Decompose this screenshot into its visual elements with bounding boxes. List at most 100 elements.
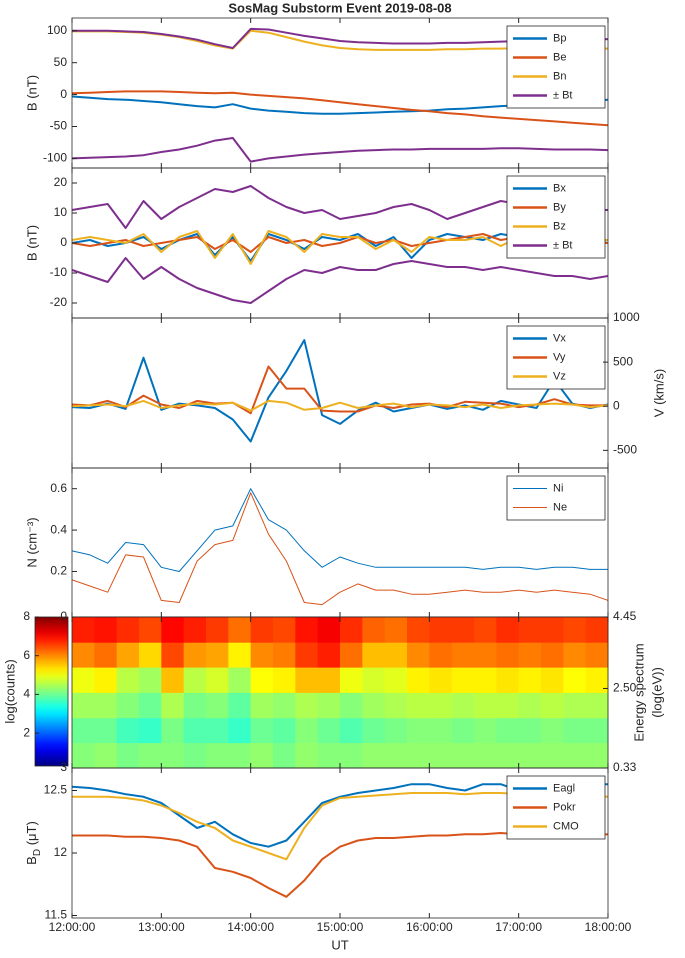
heat-cell (183, 617, 207, 643)
heat-cell (206, 617, 229, 643)
y-axis-label: BD (μT) (24, 821, 42, 865)
heat-cell (273, 642, 296, 668)
heat-cell (116, 742, 140, 769)
y2-tick-label: 4.45 (613, 609, 637, 623)
y-axis-label: B (nT) (24, 225, 39, 261)
legend-label: ± Bt (553, 89, 573, 101)
y-tick-label: -500 (613, 443, 637, 457)
heat-cell (362, 667, 386, 693)
heat-cell (407, 642, 430, 668)
heat-cell (116, 717, 140, 744)
heat-cell (273, 692, 296, 719)
heat-cell (295, 617, 319, 643)
heat-cell (541, 692, 564, 719)
heat-cell (250, 642, 274, 668)
heat-cell (72, 667, 95, 693)
heat-cell (429, 742, 453, 769)
y-tick-label: 12.5 (44, 783, 68, 797)
legend-label: Be (553, 51, 566, 63)
heat-cell (72, 617, 95, 643)
heat-cell (295, 642, 319, 668)
heat-cell (474, 617, 497, 643)
x-axis-label: UT (331, 937, 348, 952)
heat-cell (429, 617, 453, 643)
y-tick-label: 0 (60, 87, 67, 101)
heat-cell (496, 667, 520, 693)
heat-cell (317, 617, 341, 643)
heat-cell (541, 642, 564, 668)
x-tick-label: 13:00:00 (138, 920, 185, 934)
heat-cell (451, 692, 475, 719)
y-tick-label: 20 (54, 175, 68, 189)
heat-cell (139, 642, 162, 668)
heat-cell (295, 667, 319, 693)
heat-cell (317, 717, 341, 744)
series-line (72, 137, 608, 163)
heat-cell (541, 717, 564, 744)
legend-label: Bx (553, 182, 566, 194)
chart-title: SosMag Substorm Event 2019-08-08 (228, 0, 451, 15)
heat-cell (183, 717, 207, 744)
heat-cell (407, 667, 430, 693)
heat-cell (407, 742, 430, 769)
heat-cell (407, 692, 430, 719)
legend-label: Eagl (553, 782, 575, 794)
series-line (72, 492, 608, 606)
series-line (72, 832, 608, 898)
heat-cell (72, 692, 95, 719)
heat-cell (317, 667, 341, 693)
heat-cell (585, 642, 609, 668)
legend-label: Vz (553, 370, 566, 382)
heat-cell (228, 642, 252, 668)
legend-label: ± Bt (553, 239, 573, 251)
y-axis-label-subscript: D (32, 849, 43, 856)
heat-cell (161, 692, 185, 719)
heat-cell (362, 617, 386, 643)
x-tick-label: 17:00:00 (495, 920, 542, 934)
y-tick-label: 500 (613, 354, 633, 368)
heat-cell (161, 642, 185, 668)
heat-cell (563, 617, 587, 643)
heat-cell (563, 692, 587, 719)
colorbar-tick-label: 8 (23, 609, 30, 623)
heat-cell (116, 667, 140, 693)
y-tick-label: -50 (50, 119, 68, 133)
heat-cell (518, 642, 542, 668)
heat-cell (183, 742, 207, 769)
series-line (72, 488, 608, 572)
legend-label: Ni (553, 482, 563, 494)
heat-cell (250, 667, 274, 693)
heat-cell (273, 667, 296, 693)
legend-label: Bp (553, 32, 566, 44)
heat-cell (429, 667, 453, 693)
heat-cell (94, 667, 118, 693)
series-line (72, 365, 608, 415)
heat-cell (384, 617, 408, 643)
heat-cell (228, 692, 252, 719)
x-tick-label: 18:00:00 (585, 920, 632, 934)
legend-box (506, 475, 606, 521)
heat-cell (451, 717, 475, 744)
heat-cell (474, 642, 497, 668)
legend-label: Vx (553, 332, 566, 344)
heat-cell (384, 642, 408, 668)
heat-cell (72, 742, 95, 769)
y-tick-label: 0 (613, 398, 620, 412)
legend-label: Pokr (553, 801, 576, 813)
heat-cell (518, 742, 542, 769)
heat-cell (340, 642, 363, 668)
legend-label: By (553, 201, 566, 213)
heat-cell (139, 667, 162, 693)
heat-cell (317, 742, 341, 769)
heat-cell (273, 742, 296, 769)
y-tick-label: -10 (50, 265, 68, 279)
heat-cell (384, 667, 408, 693)
heat-cell (585, 667, 609, 693)
y-tick-label: 0.4 (50, 522, 67, 536)
heat-cell (563, 717, 587, 744)
y-axis-label-base: B (24, 856, 39, 865)
heat-cell (496, 692, 520, 719)
y2-axis-label: (log(eV)) (649, 667, 664, 718)
heat-cell (94, 642, 118, 668)
